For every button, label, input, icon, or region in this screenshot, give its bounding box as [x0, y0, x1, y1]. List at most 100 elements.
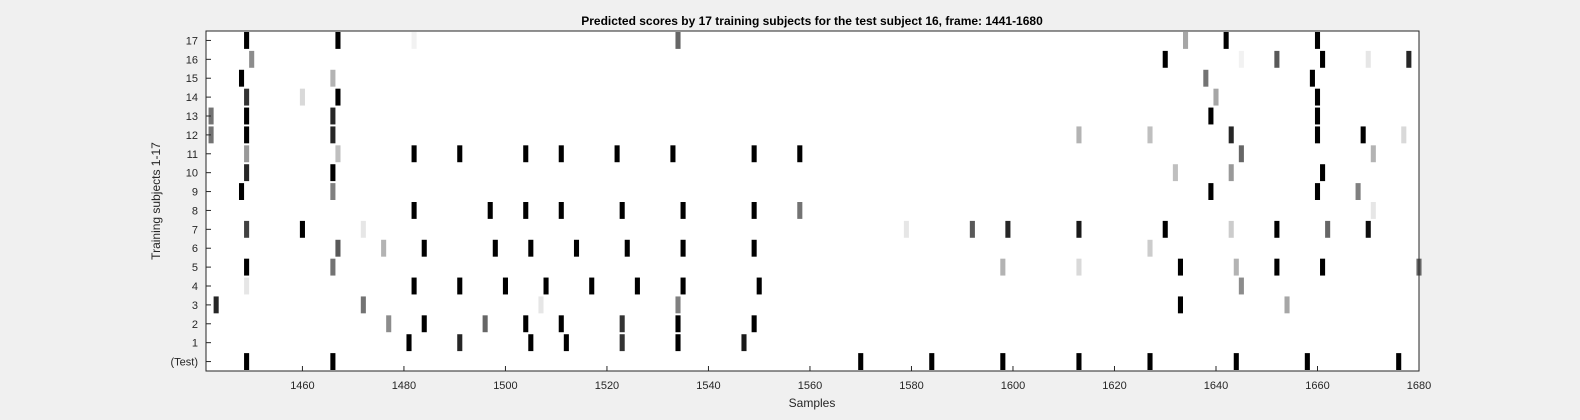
heatmap-cell — [1000, 258, 1006, 276]
y-tick-label: 1 — [192, 338, 198, 350]
heatmap-cell — [411, 145, 417, 163]
heatmap-cell — [523, 315, 529, 333]
heatmap-cell — [244, 220, 250, 238]
heatmap-cell — [457, 145, 463, 163]
heatmap-cell — [1314, 126, 1321, 144]
y-tick-label: 9 — [192, 187, 198, 199]
heatmap-cell — [1147, 239, 1153, 257]
heatmap-cell — [538, 296, 544, 314]
heatmap-cell — [244, 164, 250, 182]
heatmap-cell — [1228, 220, 1234, 238]
heatmap-cell — [741, 334, 747, 352]
heatmap-cell — [1396, 353, 1402, 370]
heatmap-cell — [797, 202, 803, 219]
heatmap-cell — [1223, 32, 1229, 49]
heatmap-cell — [528, 334, 534, 352]
heatmap-cell — [487, 202, 493, 219]
heatmap-cell — [1406, 50, 1412, 68]
heatmap-cell — [680, 239, 686, 257]
heatmap-cell — [589, 277, 595, 295]
heatmap-cell — [244, 277, 250, 295]
y-tick-label: 3 — [192, 300, 198, 312]
x-tick-label: 1520 — [595, 380, 619, 392]
x-tick-label: 1660 — [1305, 380, 1329, 392]
heatmap-cell — [411, 277, 417, 295]
heatmap-cell — [1208, 183, 1214, 200]
x-tick-label: 1460 — [290, 380, 314, 392]
heatmap-cell — [421, 315, 427, 333]
heatmap-cell — [680, 277, 686, 295]
heatmap-cell — [360, 220, 366, 238]
heatmap-cell — [299, 88, 305, 106]
y-tick-label: 13 — [186, 111, 198, 123]
x-tick-label: 1620 — [1102, 380, 1126, 392]
heatmap-cell — [244, 145, 250, 163]
heatmap-cell — [543, 277, 549, 295]
heatmap-cell — [1284, 296, 1290, 314]
y-tick-label: 11 — [187, 149, 198, 161]
heatmap-cell — [1076, 353, 1082, 370]
heatmap-cell — [675, 334, 681, 352]
heatmap-cell — [903, 220, 909, 238]
y-tick-label: 8 — [192, 205, 198, 217]
heatmap-cell — [634, 277, 640, 295]
heatmap-cell — [335, 88, 341, 106]
y-tick-label: 16 — [186, 54, 198, 66]
heatmap-cell — [457, 277, 463, 295]
heatmap-cell — [680, 202, 686, 219]
heatmap-cell — [1238, 145, 1244, 163]
heatmap-cell — [330, 69, 336, 87]
heatmap-cell — [1233, 353, 1239, 370]
heatmap-cell — [335, 145, 341, 163]
heatmap-cell — [1309, 69, 1315, 87]
heatmap-cell — [1000, 353, 1006, 370]
heatmap-cell — [1320, 164, 1326, 182]
x-axis: 1460 1480 1500 1520 1540 1560 1580 1600 1620 1640… — [290, 366, 1431, 392]
heatmap-cell — [1314, 32, 1321, 49]
heatmap-cell — [1314, 183, 1321, 200]
heatmap-cell — [1147, 126, 1153, 144]
x-tick-label: 1480 — [392, 380, 416, 392]
heatmap-cell — [1325, 220, 1331, 238]
heatmap-cell — [208, 126, 214, 144]
heatmap-cell — [386, 315, 392, 333]
chart-title: Predicted scores by 17 training subjects… — [581, 14, 1043, 28]
heatmap-cell — [858, 353, 864, 370]
heatmap-cell — [1360, 126, 1366, 144]
heatmap-cell — [502, 277, 508, 295]
heatmap-cell — [421, 239, 427, 257]
heatmap-cell — [492, 239, 498, 257]
x-tick-label: 1640 — [1204, 380, 1228, 392]
heatmap-cell — [299, 220, 305, 238]
heatmap-cell — [675, 32, 681, 49]
heatmap-cell — [1314, 107, 1321, 125]
heatmap-cell — [1183, 32, 1189, 49]
heatmap-cell — [1238, 277, 1244, 295]
heatmap-cell — [330, 183, 336, 200]
heatmap-cell — [1228, 126, 1234, 144]
y-tick-label: 4 — [192, 281, 198, 293]
heatmap-cell — [360, 296, 366, 314]
x-tick-label: 1540 — [696, 380, 720, 392]
heatmap-cells — [208, 32, 1422, 370]
y-tick-label: (Test) — [171, 357, 199, 369]
heatmap-cell — [330, 353, 336, 370]
heatmap-cell — [1162, 220, 1168, 238]
heatmap-cell — [675, 315, 681, 333]
heatmap-cell — [558, 202, 564, 219]
heatmap-cell — [244, 107, 250, 125]
heatmap-cell — [619, 334, 625, 352]
heatmap-cell — [335, 239, 341, 257]
heatmap-cell — [1365, 220, 1371, 238]
heatmap-cell — [1274, 50, 1280, 68]
y-tick-label: 15 — [186, 73, 198, 85]
heatmap-cell — [797, 145, 803, 163]
heatmap-cell — [330, 107, 336, 125]
heatmap-cell — [381, 239, 387, 257]
heatmap-cell — [751, 202, 757, 219]
heatmap-cell — [1076, 258, 1082, 276]
heatmap-cell — [751, 145, 757, 163]
heatmap-cell — [1370, 202, 1376, 219]
